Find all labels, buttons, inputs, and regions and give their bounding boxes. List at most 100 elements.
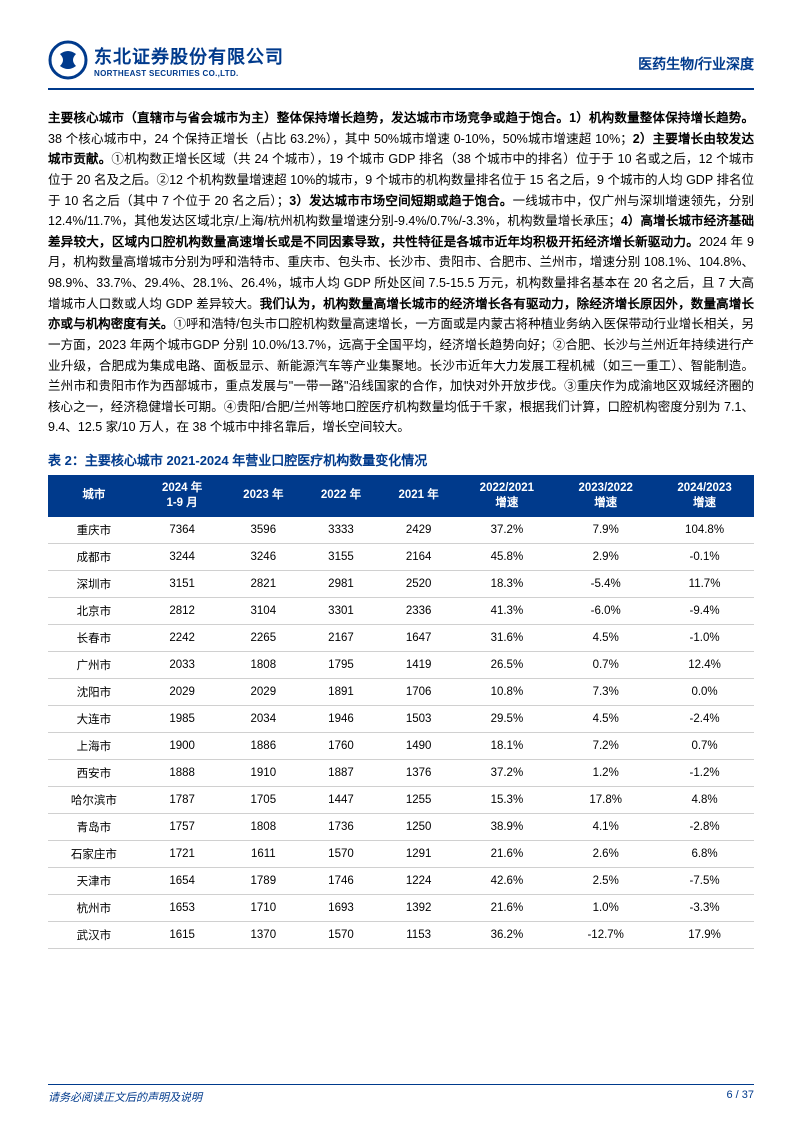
table-caption: 表 2：主要核心城市 2021-2024 年营业口腔医疗机构数量变化情况	[48, 450, 754, 469]
logo-block: 东北证券股份有限公司 NORTHEAST SECURITIES CO.,LTD.	[48, 40, 284, 80]
table-row: 北京市281231043301233641.3%-6.0%-9.4%	[48, 597, 754, 624]
table-cell: 重庆市	[48, 517, 140, 544]
table-cell: 1419	[380, 651, 458, 678]
footer-disclaimer: 请务必阅读正文后的声明及说明	[48, 1089, 202, 1105]
table-cell: 青岛市	[48, 813, 140, 840]
table-cell: 杭州市	[48, 894, 140, 921]
table-cell: 2981	[302, 570, 380, 597]
table-cell: 1900	[140, 732, 225, 759]
table-cell: 36.2%	[457, 921, 556, 948]
body-paragraph: 主要核心城市（直辖市与省会城市为主）整体保持增长趋势，发达城市市场竞争或趋于饱合…	[48, 108, 754, 438]
table-cell: 7364	[140, 517, 225, 544]
table-cell: -0.1%	[655, 543, 754, 570]
table-cell: 38.9%	[457, 813, 556, 840]
table-cell: 1891	[302, 678, 380, 705]
table-cell: 1.2%	[556, 759, 655, 786]
table-cell: 1789	[224, 867, 302, 894]
table-cell: 1570	[302, 921, 380, 948]
table-cell: 1910	[224, 759, 302, 786]
page-header: 东北证券股份有限公司 NORTHEAST SECURITIES CO.,LTD.…	[48, 40, 754, 90]
table-cell: -12.7%	[556, 921, 655, 948]
table-cell: 1886	[224, 732, 302, 759]
table-cell: 11.7%	[655, 570, 754, 597]
table-cell: 1757	[140, 813, 225, 840]
table-cell: 2242	[140, 624, 225, 651]
table-cell: 2.6%	[556, 840, 655, 867]
table-cell: 26.5%	[457, 651, 556, 678]
table-header-cell: 2024 年1-9 月	[140, 475, 225, 517]
table-cell: 3104	[224, 597, 302, 624]
table-cell: 1808	[224, 651, 302, 678]
table-header-row: 城市2024 年1-9 月2023 年2022 年2021 年2022/2021…	[48, 475, 754, 517]
table-cell: 4.8%	[655, 786, 754, 813]
table-cell: 2265	[224, 624, 302, 651]
page-footer: 请务必阅读正文后的声明及说明 6 / 37	[48, 1084, 754, 1105]
table-cell: 1503	[380, 705, 458, 732]
table-header-cell: 2023/2022增速	[556, 475, 655, 517]
table-row: 哈尔滨市178717051447125515.3%17.8%4.8%	[48, 786, 754, 813]
table-header-cell: 城市	[48, 475, 140, 517]
table-body: 重庆市736435963333242937.2%7.9%104.8%成都市324…	[48, 517, 754, 949]
table-row: 长春市224222652167164731.6%4.5%-1.0%	[48, 624, 754, 651]
table-row: 重庆市736435963333242937.2%7.9%104.8%	[48, 517, 754, 544]
table-cell: 4.5%	[556, 624, 655, 651]
table-cell: -2.4%	[655, 705, 754, 732]
table-cell: 1787	[140, 786, 225, 813]
table-cell: 1370	[224, 921, 302, 948]
table-cell: 上海市	[48, 732, 140, 759]
table-cell: -1.2%	[655, 759, 754, 786]
table-row: 青岛市175718081736125038.9%4.1%-2.8%	[48, 813, 754, 840]
table-cell: 2034	[224, 705, 302, 732]
table-row: 西安市188819101887137637.2%1.2%-1.2%	[48, 759, 754, 786]
table-row: 杭州市165317101693139221.6%1.0%-3.3%	[48, 894, 754, 921]
table-cell: 31.6%	[457, 624, 556, 651]
table-cell: 3596	[224, 517, 302, 544]
text-segment: 主要核心城市（直辖市与省会城市为主）整体保持增长趋势，发达城市市场竞争或趋于饱合…	[48, 111, 754, 125]
table-cell: 1.0%	[556, 894, 655, 921]
table-cell: 1653	[140, 894, 225, 921]
table-cell: 6.8%	[655, 840, 754, 867]
table-cell: 3151	[140, 570, 225, 597]
table-row: 天津市165417891746122442.6%2.5%-7.5%	[48, 867, 754, 894]
table-cell: 4.5%	[556, 705, 655, 732]
table-cell: -9.4%	[655, 597, 754, 624]
table-header-cell: 2024/2023增速	[655, 475, 754, 517]
table-cell: 45.8%	[457, 543, 556, 570]
table-cell: 7.9%	[556, 517, 655, 544]
table-cell: 武汉市	[48, 921, 140, 948]
table-row: 广州市203318081795141926.5%0.7%12.4%	[48, 651, 754, 678]
text-segment: ①呼和浩特/包头市口腔机构数量高速增长，一方面或是内蒙古将种植业务纳入医保带动行…	[48, 317, 754, 434]
table-cell: 2033	[140, 651, 225, 678]
table-cell: 2029	[140, 678, 225, 705]
table-header-cell: 2022 年	[302, 475, 380, 517]
logo-cn: 东北证券股份有限公司	[94, 43, 284, 69]
text-segment: 3）发达城市市场空间短期或趋于饱合。	[289, 194, 512, 208]
table-cell: 15.3%	[457, 786, 556, 813]
table-cell: 1376	[380, 759, 458, 786]
table-cell: -6.0%	[556, 597, 655, 624]
table-cell: 1760	[302, 732, 380, 759]
table-cell: 1946	[302, 705, 380, 732]
table-cell: 成都市	[48, 543, 140, 570]
table-cell: 1570	[302, 840, 380, 867]
table-header-cell: 2022/2021增速	[457, 475, 556, 517]
table-cell: 大连市	[48, 705, 140, 732]
table-cell: 1250	[380, 813, 458, 840]
company-logo-icon	[48, 40, 88, 80]
header-category: 医药生物/行业深度	[638, 40, 754, 74]
table-cell: 2.5%	[556, 867, 655, 894]
table-cell: 1647	[380, 624, 458, 651]
table-cell: 2029	[224, 678, 302, 705]
logo-en: NORTHEAST SECURITIES CO.,LTD.	[94, 69, 284, 78]
table-cell: 2429	[380, 517, 458, 544]
table-cell: 1710	[224, 894, 302, 921]
table-cell: 17.9%	[655, 921, 754, 948]
table-cell: 1721	[140, 840, 225, 867]
logo-text: 东北证券股份有限公司 NORTHEAST SECURITIES CO.,LTD.	[94, 43, 284, 78]
table-cell: -3.3%	[655, 894, 754, 921]
table-cell: 4.1%	[556, 813, 655, 840]
table-row: 武汉市161513701570115336.2%-12.7%17.9%	[48, 921, 754, 948]
table-cell: 1887	[302, 759, 380, 786]
table-cell: 7.3%	[556, 678, 655, 705]
table-cell: 2520	[380, 570, 458, 597]
